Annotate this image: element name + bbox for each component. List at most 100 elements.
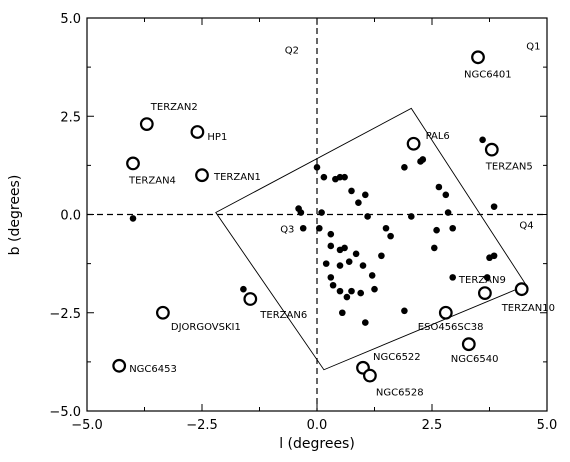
data-point	[371, 285, 378, 293]
data-point	[355, 199, 362, 207]
y-axis-title: b (degrees)	[7, 175, 23, 256]
data-point	[336, 287, 344, 295]
cluster-label: ESO456SC38	[418, 322, 484, 333]
quadrant-label: Q3	[280, 224, 294, 235]
x-tick-label: 0.0	[307, 418, 328, 433]
data-point	[336, 262, 344, 269]
data-point	[299, 224, 307, 232]
named-clusters: NGC6401 TERZAN2 HP1 TERZAN4 TERZAN1 PAL6 TERZA…	[112, 50, 555, 399]
data-point	[329, 281, 337, 289]
y-tick-label: 5.0	[60, 12, 81, 27]
cluster-marker	[190, 125, 205, 139]
data-point	[336, 173, 344, 181]
data-point	[408, 213, 415, 220]
data-point	[449, 224, 457, 232]
x-axis-title: l (degrees)	[279, 436, 355, 452]
data-point	[348, 287, 355, 295]
cluster-marker	[514, 282, 529, 297]
data-point	[483, 274, 491, 281]
data-point	[359, 262, 367, 269]
data-point	[401, 164, 408, 171]
data-point	[378, 252, 385, 260]
data-point	[318, 209, 325, 216]
data-point	[129, 215, 137, 222]
y-tick-label: −5.0	[49, 405, 81, 420]
cluster-label: TERZAN5	[485, 162, 533, 173]
cluster-marker	[155, 305, 170, 320]
tick-labels: −5.0 −2.5 0.0 2.5 5.0 −5.0 −2.5 0.0 2.5 5.0	[49, 12, 557, 433]
x-tick-label: 5.0	[537, 418, 558, 433]
x-tick-label: −2.5	[186, 418, 218, 433]
quadrant-label: Q1	[526, 42, 540, 53]
data-point	[341, 244, 348, 252]
data-point	[327, 274, 335, 281]
x-tick-label: −5.0	[71, 418, 103, 433]
data-point	[431, 244, 438, 252]
cluster-label: NGC6401	[464, 69, 512, 80]
data-point	[348, 187, 355, 195]
data-point	[345, 258, 353, 265]
cluster-label: TERZAN2	[150, 102, 198, 113]
data-point	[320, 173, 328, 181]
data-point	[362, 191, 369, 199]
cluster-label: PAL6	[426, 131, 450, 142]
data-point	[490, 203, 498, 210]
data-point	[435, 183, 443, 191]
cluster-marker	[112, 358, 127, 373]
data-point	[341, 173, 348, 181]
cluster-marker	[363, 368, 377, 383]
data-point	[297, 209, 305, 216]
data-point	[343, 293, 351, 301]
data-point	[322, 260, 330, 267]
cluster-label: TERZAN9	[458, 275, 506, 286]
data-point	[362, 319, 369, 326]
data-point	[339, 309, 346, 317]
axis-ticks	[86, 17, 548, 412]
data-point	[442, 191, 450, 199]
data-point	[368, 272, 376, 279]
y-tick-label: 0.0	[60, 209, 81, 224]
data-point	[433, 226, 440, 234]
data-point	[486, 254, 493, 262]
cluster-marker	[406, 136, 421, 151]
cluster-marker	[438, 305, 453, 320]
cluster-label: TERZAN6	[259, 310, 307, 321]
quadrant-labels: Q1 Q2 Q3 Q4	[280, 42, 540, 236]
data-point	[479, 136, 486, 144]
cluster-label: TERZAN10	[501, 303, 555, 314]
data-point	[449, 274, 457, 281]
cluster-marker	[139, 117, 154, 132]
cluster-label: DJORGOVSKI1	[171, 322, 241, 333]
cluster-label: TERZAN1	[213, 172, 261, 183]
cluster-label: NGC6453	[129, 364, 177, 375]
data-point	[240, 285, 247, 293]
y-tick-label: 2.5	[60, 110, 81, 125]
cluster-marker	[471, 50, 485, 65]
y-tick-label: −2.5	[49, 307, 81, 322]
data-point	[352, 250, 360, 258]
reference-lines	[87, 18, 547, 411]
cluster-label: NGC6540	[451, 354, 499, 365]
data-point	[401, 307, 408, 315]
cluster-marker	[484, 142, 499, 157]
data-point	[364, 213, 371, 220]
data-point	[444, 209, 452, 216]
cluster-marker	[126, 156, 140, 171]
data-point	[419, 156, 427, 163]
data-point	[387, 232, 394, 240]
cluster-label: HP1	[207, 132, 227, 143]
cluster-label: TERZAN4	[128, 175, 176, 186]
data-point	[382, 224, 390, 232]
x-tick-label: 2.5	[422, 418, 443, 433]
quadrant-label: Q4	[519, 220, 533, 231]
cluster-label: NGC6528	[376, 388, 424, 399]
data-point	[327, 242, 335, 250]
cluster-marker	[195, 168, 209, 183]
quadrant-label: Q2	[285, 45, 299, 56]
data-point	[357, 289, 365, 297]
data-point	[316, 224, 323, 232]
cluster-marker	[243, 292, 258, 306]
cluster-marker	[461, 337, 476, 352]
data-points	[129, 136, 498, 326]
cluster-label: NGC6522	[373, 352, 421, 363]
